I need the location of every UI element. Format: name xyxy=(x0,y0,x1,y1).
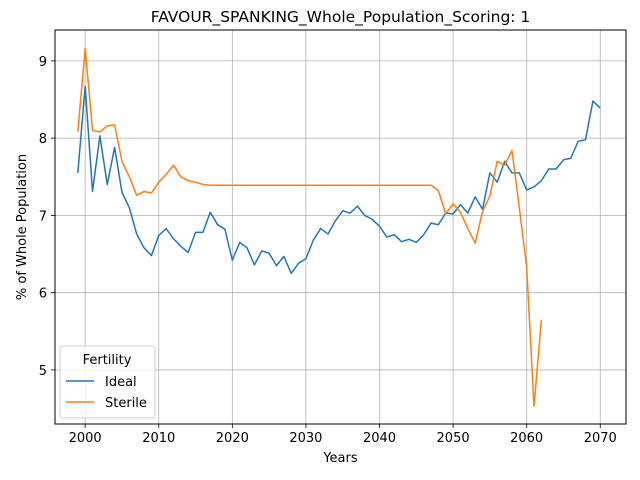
axis-ticks: 2000 2010 2020 2030 2040 2050 2060 2070 5 6 7 8 9 xyxy=(39,55,617,446)
x-tick-label: 2040 xyxy=(363,431,396,446)
plot-frame xyxy=(54,29,627,425)
chart-title: FAVOUR_SPANKING_Whole_Population_Scoring… xyxy=(151,8,531,27)
y-tick-label: 8 xyxy=(39,132,47,147)
y-tick-label: 6 xyxy=(39,287,47,302)
x-tick-label: 2070 xyxy=(584,431,617,446)
x-tick-label: 2050 xyxy=(437,431,470,446)
legend-label-sterile: Sterile xyxy=(105,396,147,411)
y-tick-label: 9 xyxy=(39,55,47,70)
x-tick-label: 2010 xyxy=(142,431,175,446)
x-tick-label: 2000 xyxy=(69,431,102,446)
x-axis-label: Years xyxy=(322,451,358,466)
y-axis-label: % of Whole Population xyxy=(15,154,30,300)
legend-items: Ideal Sterile xyxy=(66,375,147,411)
legend-title: Fertility xyxy=(83,353,132,368)
legend-label-ideal: Ideal xyxy=(105,375,137,390)
x-tick-label: 2060 xyxy=(510,431,543,446)
y-tick-label: 5 xyxy=(39,364,47,379)
y-tick-label: 7 xyxy=(39,209,47,224)
series-line-sterile xyxy=(77,47,543,407)
legend: Fertility Ideal Sterile xyxy=(59,345,156,419)
series-line-ideal xyxy=(77,85,601,275)
x-tick-label: 2030 xyxy=(289,431,322,446)
legend-box xyxy=(59,345,156,419)
x-tick-label: 2020 xyxy=(216,431,249,446)
series-lines xyxy=(77,47,601,407)
